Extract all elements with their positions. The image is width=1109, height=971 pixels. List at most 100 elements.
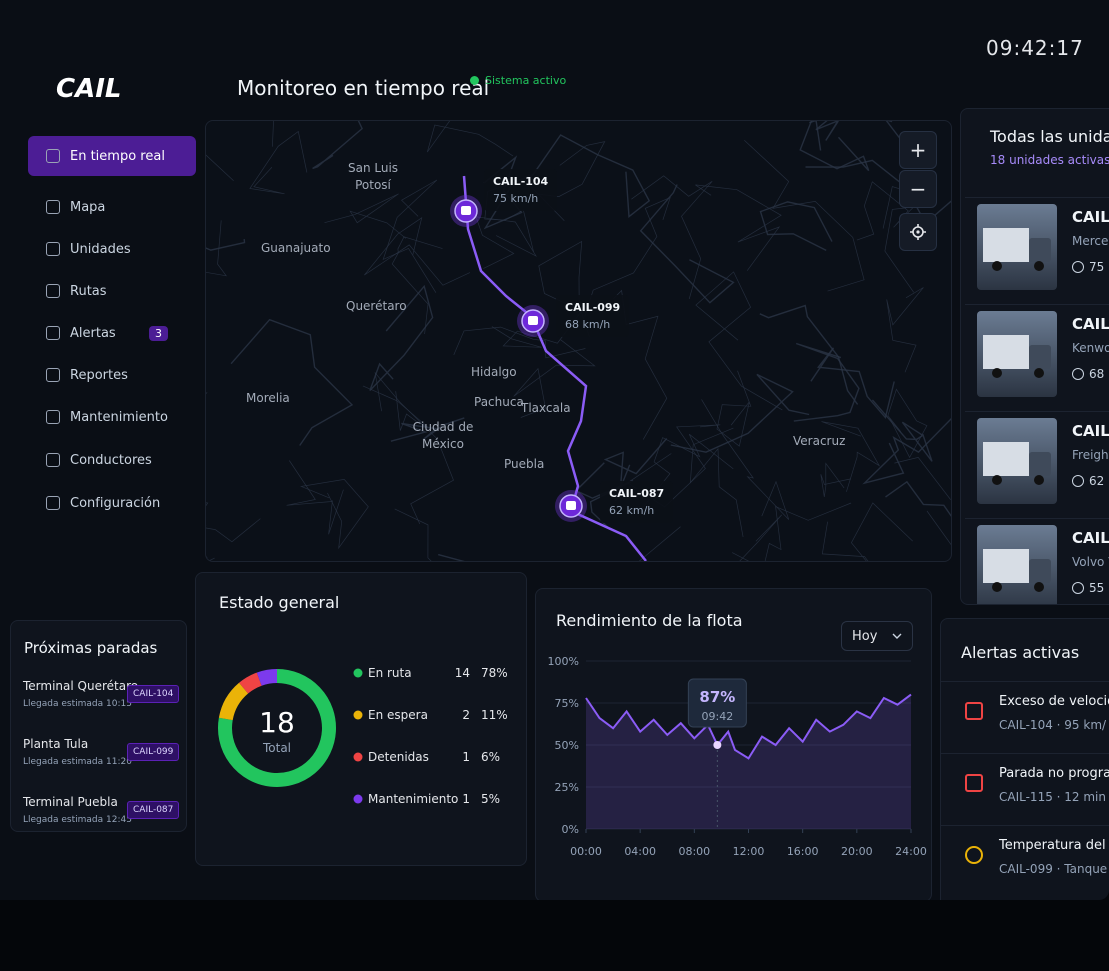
speed-icon	[1072, 475, 1084, 487]
donut-segment	[256, 669, 278, 686]
nav-item[interactable]: Mantenimiento	[28, 397, 196, 437]
road	[369, 284, 434, 391]
road	[639, 184, 735, 304]
road	[206, 392, 208, 394]
truck-cab	[1029, 452, 1051, 476]
road	[513, 339, 596, 418]
road	[312, 121, 363, 170]
x-tick-label: 00:00	[570, 845, 602, 858]
road	[324, 193, 407, 239]
map-panel: + − San Luis Potosí Guanajuato Querétaro Hi…	[205, 120, 952, 562]
zoom-in[interactable]: +	[899, 131, 937, 169]
road	[926, 510, 951, 546]
chevron	[892, 633, 902, 639]
status-dot	[470, 76, 479, 85]
map-place: Hidalgo	[471, 365, 517, 379]
page-title: Monitoreo en tiempo real	[237, 76, 490, 100]
road	[362, 385, 428, 431]
unit-speed: 75	[1072, 260, 1104, 274]
legend-percent: 6%	[481, 750, 500, 764]
nav-icon	[46, 326, 60, 340]
alert-item[interactable]: Temperatura del p CAIL-099 · Tanque	[941, 825, 1109, 894]
vehicle-id: CAIL-099	[565, 301, 621, 314]
speed-icon	[1072, 582, 1084, 594]
locate-icon	[910, 224, 926, 240]
road	[286, 460, 344, 535]
period-select[interactable]: Hoy	[841, 621, 913, 651]
nav-item[interactable]: Reportes	[28, 355, 196, 395]
unit-card[interactable]: CAIL-1 Volvo V 55	[965, 518, 1109, 604]
vehicle-tag: CAIL-087 62 km/h	[600, 481, 674, 523]
legend-count: 14	[455, 666, 470, 680]
nav-item[interactable]: Rutas	[28, 271, 196, 311]
x-tick-label: 08:00	[678, 845, 710, 858]
alert-title: Parada no progra	[999, 766, 1109, 781]
nav-label: Rutas	[70, 283, 107, 299]
nav-label: Conductores	[70, 452, 152, 468]
legend-percent: 11%	[481, 708, 508, 722]
y-tick-label: 50%	[555, 739, 579, 752]
legend-name: En ruta	[368, 666, 412, 680]
zoom-out[interactable]: −	[899, 170, 937, 208]
vehicle-icon	[528, 316, 538, 325]
nav-icon	[46, 284, 60, 298]
road	[862, 417, 951, 485]
nav-icon	[46, 149, 60, 163]
nav-label: Mapa	[70, 199, 106, 215]
truck-photo	[977, 311, 1057, 397]
nav-item[interactable]: Conductores	[28, 440, 196, 480]
road	[821, 502, 913, 561]
donut-segment	[218, 682, 249, 721]
road	[300, 479, 369, 550]
performance-chart: 0% 25% 50% 75% 100% 00:00 04:00 08:00 12:00 16:00…	[548, 655, 927, 858]
road	[382, 179, 438, 293]
alert-icon	[965, 846, 983, 864]
road	[809, 121, 893, 141]
truck-wheel	[992, 582, 1002, 592]
y-tick-label: 75%	[555, 697, 579, 710]
locate[interactable]	[899, 213, 937, 251]
nav-item[interactable]: En tiempo real	[28, 136, 196, 176]
legend-dot	[353, 668, 363, 678]
unit-card[interactable]: CAIL- Merce 75	[965, 197, 1109, 296]
vehicle-icon	[461, 206, 471, 215]
alert-item[interactable]: Parada no progra CAIL-115 · 12 min c	[941, 753, 1109, 822]
stop-eta: Llegada estimada 12:45	[23, 815, 132, 825]
unit-speed: 62	[1072, 474, 1104, 488]
road	[670, 373, 810, 453]
vehicle-speed: 68 km/h	[565, 318, 611, 331]
map-place: Guanajuato	[261, 241, 331, 255]
map-place: Tlaxcala	[521, 401, 571, 415]
road	[638, 526, 681, 561]
road	[759, 201, 833, 252]
truck-trailer	[983, 442, 1029, 476]
unit-card[interactable]: CAIL-0 Freightl 62	[965, 411, 1109, 510]
unit-card[interactable]: CAIL- Kenwo 68	[965, 304, 1109, 403]
nav-item[interactable]: Mapa	[28, 187, 196, 227]
road	[887, 388, 928, 459]
status-text: Sistema activo	[485, 74, 567, 87]
truck-cab	[1029, 345, 1051, 369]
tooltip-point	[713, 741, 722, 749]
road	[744, 139, 865, 292]
nav-item[interactable]: Configuración	[28, 483, 196, 523]
road	[206, 239, 246, 251]
legend-percent: 78%	[481, 666, 508, 680]
alert-item[interactable]: Exceso de velocid CAIL-104 · 95 km/	[941, 681, 1109, 750]
nav-item[interactable]: Alertas 3	[28, 313, 196, 353]
road	[701, 399, 790, 520]
nav-item[interactable]: Unidades	[28, 229, 196, 269]
stop-eta: Llegada estimada 10:15	[23, 699, 132, 709]
legend-dot	[353, 794, 363, 804]
legend-dot	[353, 752, 363, 762]
map-place: San Luis Potosí	[347, 161, 399, 192]
road	[438, 553, 465, 561]
nav-icon	[46, 200, 60, 214]
nav-label: En tiempo real	[70, 148, 165, 164]
nav-icon	[46, 368, 60, 382]
speed-icon	[1072, 261, 1084, 273]
y-tick-label: 25%	[555, 781, 579, 794]
map	[206, 121, 951, 561]
truck-wheel	[992, 261, 1002, 271]
